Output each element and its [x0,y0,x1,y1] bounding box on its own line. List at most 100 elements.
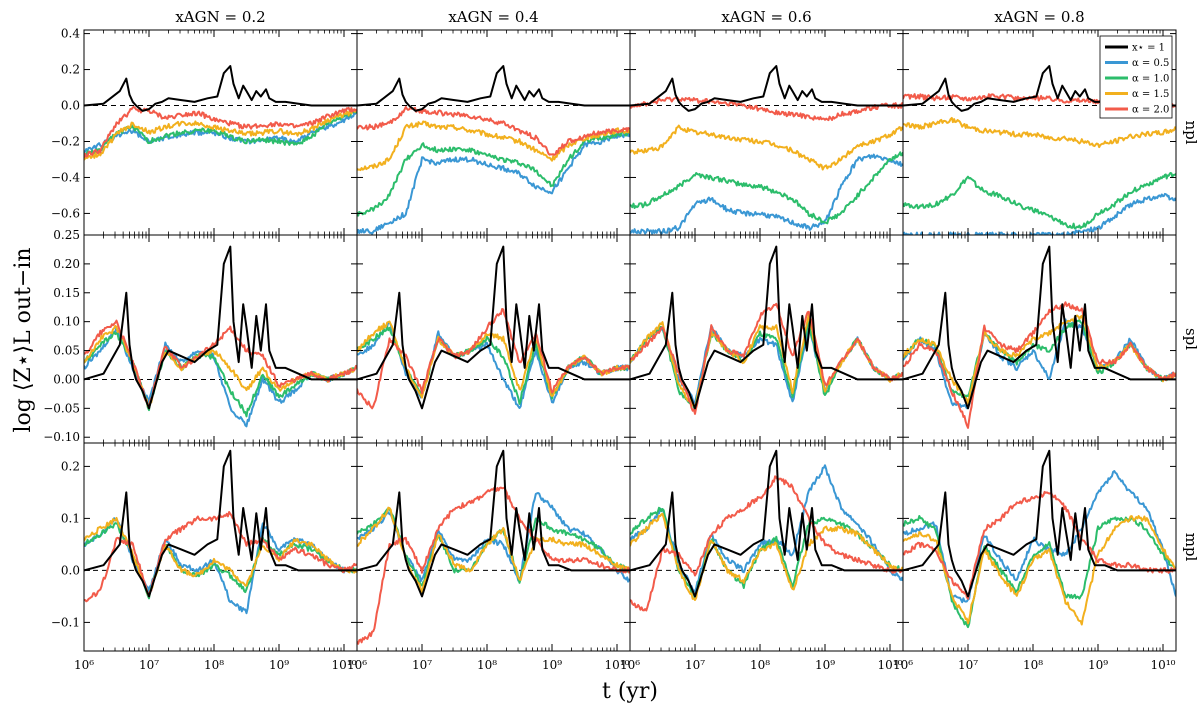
series-line-1.0 [630,320,903,412]
series-line-1.0 [903,319,1176,399]
plot-area [357,449,630,645]
series-line-1.0 [84,522,357,600]
y-tick-label: −0.1 [51,615,80,629]
panel-frame [902,442,1177,652]
plot-area [903,245,1176,429]
series-line-1.5 [357,506,630,594]
plot-area [903,449,1176,629]
y-tick-label: 0.0 [61,563,80,577]
panel-mpl-col1: −0.1 0.0 0.1 0.2 10⁶ 10⁷ 10⁸ 10⁹ 10¹⁰ [51,442,358,672]
panel-frame [356,29,631,236]
legend: x⋆ = 1 α = 0.5 α = 1.0 α = 1.5 α = 2.0 [1099,35,1173,119]
panel-npl-col4 [902,29,1177,236]
series-line-xstar-1 [84,65,357,112]
series-line-xstar-1 [630,245,903,410]
panel-frame [629,29,904,236]
series-line-0.5 [903,470,1176,604]
x-tick-label: 10¹⁰ [605,658,630,672]
series-line-2.0 [903,301,1176,429]
x-tick-label: 10¹⁰ [1151,658,1176,672]
series-line-0.5 [357,132,630,235]
x-tick-label: 10⁸ [750,658,770,672]
x-tick-label: 10⁹ [815,658,835,672]
x-tick-label: 10⁹ [269,658,289,672]
row-labels: npl spl mpl [1182,120,1200,561]
panel-npl-col1: −0.6 −0.4 −0.2 0.0 0.2 0.4 [51,27,358,236]
panel-mpl-col4: 10⁶ 10⁷ 10⁸ 10⁹ 10¹⁰ [893,442,1177,672]
legend-label: α = 1.5 [1132,89,1169,100]
y-tick-label: 0.4 [61,27,80,41]
panel-npl-col3 [629,29,904,236]
legend-label: α = 2.0 [1132,105,1169,116]
column-titles: xAGN = 0.2 xAGN = 0.4 xAGN = 0.6 xAGN = 0.8 [175,8,1084,26]
panel-frame [83,442,358,652]
panel-npl-col2 [356,29,631,236]
column-title: xAGN = 0.4 [448,8,538,26]
y-tick-label: 0.25 [53,228,80,242]
y-tick-label: 0.15 [53,286,80,300]
series-line-1.5 [903,314,1176,405]
plot-area [630,65,903,235]
series-line-xstar-1 [84,245,357,410]
y-axis-title: log ⟨Z⋆⟩L out−in [11,247,36,432]
x-tick-label: 10⁶ [620,658,640,672]
series-line-1.5 [630,512,903,601]
plot-area [357,65,630,235]
series-line-2.0 [84,511,357,603]
series-line-1.5 [84,108,357,161]
series-line-xstar-1 [903,245,1176,410]
x-tick-label: 10⁶ [893,658,913,672]
plot-area [630,449,903,612]
series-line-0.5 [630,464,903,593]
y-tick-label: 0.10 [53,315,80,329]
y-tick-label: −0.05 [43,401,80,415]
row-label-npl: npl [1182,120,1200,144]
x-tick-label: 10⁷ [958,658,978,672]
series-line-1.0 [630,151,903,225]
column-title: xAGN = 0.2 [175,8,265,26]
series-line-2.0 [630,302,903,415]
x-tick-label: 10⁸ [1023,658,1043,672]
x-tick-label: 10⁸ [477,658,497,672]
y-tick-label: 0.20 [53,257,80,271]
x-tick-label: 10⁶ [74,658,94,672]
x-tick-label: 10¹⁰ [878,658,903,672]
plot-area [630,245,903,415]
legend-label: α = 0.5 [1132,58,1169,69]
series-line-1.5 [903,116,1176,149]
legend-label: x⋆ = 1 [1132,43,1165,54]
y-tick-label: 0.0 [61,99,80,113]
series-line-xstar-1 [357,245,630,410]
plot-area [84,449,357,615]
plot-area [84,65,357,161]
panel-mpl-col2: 10⁶ 10⁷ 10⁸ 10⁹ 10¹⁰ [347,442,631,672]
series-line-0.5 [903,192,1176,235]
x-axis-title: t (yr) [602,679,658,704]
panel-spl-col3 [629,234,904,444]
series-line-1.5 [903,515,1176,626]
x-tick-label: 10⁷ [685,658,705,672]
column-title: xAGN = 0.8 [994,8,1084,26]
series-line-0.5 [903,318,1176,410]
series-line-xstar-1 [903,65,1176,112]
series-line-xstar-1 [357,449,630,598]
series-line-xstar-1 [357,65,630,112]
x-tick-label: 10⁷ [412,658,432,672]
column-title: xAGN = 0.6 [721,8,811,26]
plot-area [84,245,357,428]
row-label-mpl: mpl [1182,533,1200,562]
y-tick-label: −0.2 [51,134,80,148]
x-tick-label: 10⁷ [139,658,159,672]
y-tick-label: 0.2 [61,459,80,473]
legend-label: α = 1.0 [1132,74,1169,85]
panel-frame [356,234,631,444]
series-line-2.0 [357,105,630,156]
y-tick-label: −0.10 [43,430,80,444]
series-line-xstar-1 [630,449,903,598]
x-tick-label: 10⁹ [542,658,562,672]
series-line-xstar-1 [84,449,357,598]
series-line-2.0 [84,106,357,159]
y-tick-label: −0.6 [51,206,80,220]
x-tick-label: 10⁹ [1088,658,1108,672]
